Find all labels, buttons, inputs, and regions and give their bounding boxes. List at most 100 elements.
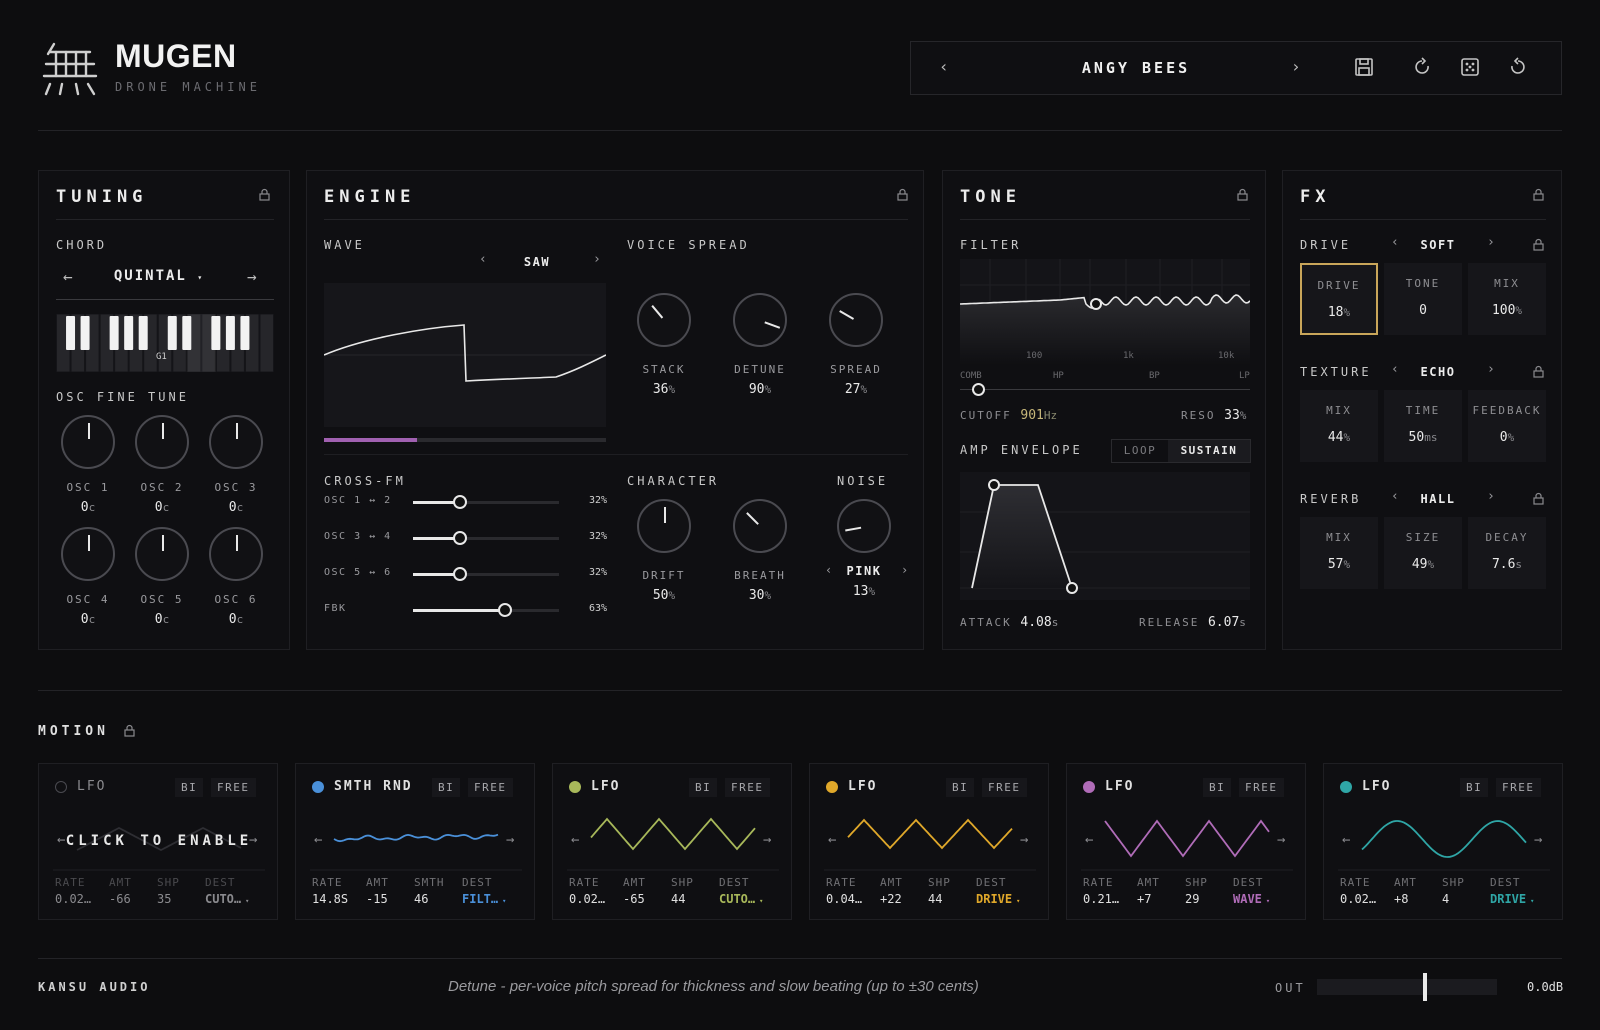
fx-lock-icon[interactable] xyxy=(1533,188,1544,201)
lfo-bi-toggle[interactable]: BI xyxy=(175,778,204,797)
keyboard[interactable]: G1 xyxy=(56,313,274,373)
noise-next-button[interactable]: › xyxy=(901,563,909,577)
fx-reverb-size-param[interactable]: SIZE 49% xyxy=(1384,517,1462,589)
lfo-status-dot[interactable] xyxy=(826,781,838,793)
out-meter[interactable] xyxy=(1317,973,1497,1001)
mode-comb[interactable]: COMB xyxy=(960,371,982,381)
voice-detune-knob[interactable] xyxy=(733,293,787,347)
osc-4-fine-tune-knob[interactable] xyxy=(61,527,115,581)
lfo-param-value[interactable]: 0.21… xyxy=(1083,892,1119,906)
fx-drive-lock-icon[interactable] xyxy=(1533,238,1544,251)
lfo-card-2[interactable]: SMTH RND BI FREE ← → RATE 14.8S AMT -15 SMTH 46 DES… xyxy=(295,763,535,920)
mode-bp[interactable]: BP xyxy=(1149,371,1160,381)
lfo-shape-next-icon[interactable]: → xyxy=(506,832,514,848)
lfo-status-dot[interactable] xyxy=(569,781,581,793)
motion-lock-icon[interactable] xyxy=(124,724,135,737)
lfo-free-toggle[interactable]: FREE xyxy=(1496,778,1541,797)
chord-next-button[interactable]: → xyxy=(247,267,257,286)
lfo-bi-toggle[interactable]: BI xyxy=(1460,778,1489,797)
lfo-shape-next-icon[interactable]: → xyxy=(1277,832,1285,848)
lfo-bi-toggle[interactable]: BI xyxy=(432,778,461,797)
lfo-shape-prev-icon[interactable]: ← xyxy=(57,832,65,848)
crossfm-slider-track[interactable] xyxy=(413,501,559,504)
lfo-dest-select[interactable]: CUTO… ▾ xyxy=(205,892,249,906)
wave-prev-button[interactable]: ‹ xyxy=(479,252,487,267)
lfo-param-value[interactable]: -65 xyxy=(623,892,645,906)
lfo-param-value[interactable]: 44 xyxy=(671,892,685,906)
lfo-free-toggle[interactable]: FREE xyxy=(725,778,770,797)
chord-prev-button[interactable]: ← xyxy=(63,267,73,286)
wave-position-track[interactable] xyxy=(324,438,606,442)
voice-stack-knob[interactable] xyxy=(637,293,691,347)
amp-envelope-graph[interactable] xyxy=(960,472,1250,600)
lfo-free-toggle[interactable]: FREE xyxy=(1239,778,1284,797)
filter-mode-thumb[interactable] xyxy=(972,383,985,396)
lfo-shape-prev-icon[interactable]: ← xyxy=(571,832,579,848)
filter-mode-track[interactable] xyxy=(960,389,1250,390)
fx-texture-next-button[interactable]: › xyxy=(1487,362,1495,377)
out-level-handle[interactable] xyxy=(1423,973,1427,1001)
lfo-type-label[interactable]: LFO xyxy=(1362,779,1392,794)
crossfm-slider-thumb[interactable] xyxy=(497,603,512,617)
wave-next-button[interactable]: › xyxy=(593,252,601,267)
character-breath-knob[interactable] xyxy=(733,499,787,553)
fx-texture-prev-button[interactable]: ‹ xyxy=(1391,362,1399,377)
lfo-shape-next-icon[interactable]: → xyxy=(1534,832,1542,848)
lfo-status-dot[interactable] xyxy=(1083,781,1095,793)
lfo-param-value[interactable]: 4 xyxy=(1442,892,1449,906)
save-icon[interactable] xyxy=(1353,56,1375,78)
lfo-param-value[interactable]: 14.8S xyxy=(312,892,348,906)
fx-texture-mix-param[interactable]: MIX 44% xyxy=(1300,390,1378,462)
crossfm-slider-track[interactable] xyxy=(413,537,559,540)
lfo-free-toggle[interactable]: FREE xyxy=(982,778,1027,797)
lfo-bi-toggle[interactable]: BI xyxy=(689,778,718,797)
fx-drive-next-button[interactable]: › xyxy=(1487,235,1495,250)
lfo-dest-select[interactable]: CUTO… ▾ xyxy=(719,892,763,906)
lfo-shape-prev-icon[interactable]: ← xyxy=(828,832,836,848)
lfo-bi-toggle[interactable]: BI xyxy=(1203,778,1232,797)
preset-name[interactable]: ANGY BEES xyxy=(1081,59,1191,77)
fx-texture-time-param[interactable]: TIME 50ms xyxy=(1384,390,1462,462)
redo-icon[interactable] xyxy=(1411,56,1433,78)
lfo-status-dot[interactable] xyxy=(312,781,324,793)
lfo-dest-select[interactable]: FILT… ▾ xyxy=(462,892,506,906)
tuning-lock-icon[interactable] xyxy=(259,188,270,201)
lfo-card-5[interactable]: LFO BI FREE ← → RATE 0.21… AMT +7 SHP 29 DEST WAVE ▾ xyxy=(1066,763,1306,920)
lfo-dest-select[interactable]: DRIVE ▾ xyxy=(976,892,1020,906)
fx-drive-prev-button[interactable]: ‹ xyxy=(1391,235,1399,250)
lfo-card-3[interactable]: LFO BI FREE ← → RATE 0.02… AMT -65 SHP 44 DEST CUTO…… xyxy=(552,763,792,920)
sustain-button[interactable]: SUSTAIN xyxy=(1168,440,1250,462)
randomize-dice-icon[interactable] xyxy=(1459,56,1481,78)
lfo-bi-toggle[interactable]: BI xyxy=(946,778,975,797)
osc-1-fine-tune-knob[interactable] xyxy=(61,415,115,469)
lfo-param-value[interactable]: -66 xyxy=(109,892,131,906)
lfo-type-label[interactable]: LFO xyxy=(77,779,107,794)
osc-3-fine-tune-knob[interactable] xyxy=(209,415,263,469)
lfo-status-dot[interactable] xyxy=(1340,781,1352,793)
fx-reverb-mix-param[interactable]: MIX 57% xyxy=(1300,517,1378,589)
osc-2-fine-tune-knob[interactable] xyxy=(135,415,189,469)
loop-button[interactable]: LOOP xyxy=(1123,444,1157,457)
mode-lp[interactable]: LP xyxy=(1239,371,1250,381)
osc-5-fine-tune-knob[interactable] xyxy=(135,527,189,581)
fx-drive-tone-param[interactable]: TONE 0 xyxy=(1384,263,1462,335)
voice-spread-knob[interactable] xyxy=(829,293,883,347)
fx-texture-lock-icon[interactable] xyxy=(1533,365,1544,378)
lfo-card-6[interactable]: LFO BI FREE ← → RATE 0.02… AMT +8 SHP 4 DEST DRIVE ▾ xyxy=(1323,763,1563,920)
lfo-param-value[interactable]: 0.04… xyxy=(826,892,862,906)
lfo-shape-prev-icon[interactable]: ← xyxy=(314,832,322,848)
lfo-type-label[interactable]: LFO xyxy=(848,779,878,794)
crossfm-slider-thumb[interactable] xyxy=(452,567,467,581)
reset-icon[interactable] xyxy=(1507,56,1529,78)
lfo-param-value[interactable]: 0.02… xyxy=(1340,892,1376,906)
lfo-free-toggle[interactable]: FREE xyxy=(468,778,513,797)
crossfm-slider-thumb[interactable] xyxy=(452,531,467,545)
lfo-status-dot[interactable] xyxy=(55,781,67,793)
lfo-param-value[interactable]: -15 xyxy=(366,892,388,906)
lfo-param-value[interactable]: 44 xyxy=(928,892,942,906)
lfo-card-4[interactable]: LFO BI FREE ← → RATE 0.04… AMT +22 SHP 44 DEST DRIVE… xyxy=(809,763,1049,920)
noise-prev-button[interactable]: ‹ xyxy=(825,563,833,577)
lfo-param-value[interactable]: +22 xyxy=(880,892,902,906)
osc-6-fine-tune-knob[interactable] xyxy=(209,527,263,581)
preset-next-button[interactable]: › xyxy=(1291,57,1301,76)
